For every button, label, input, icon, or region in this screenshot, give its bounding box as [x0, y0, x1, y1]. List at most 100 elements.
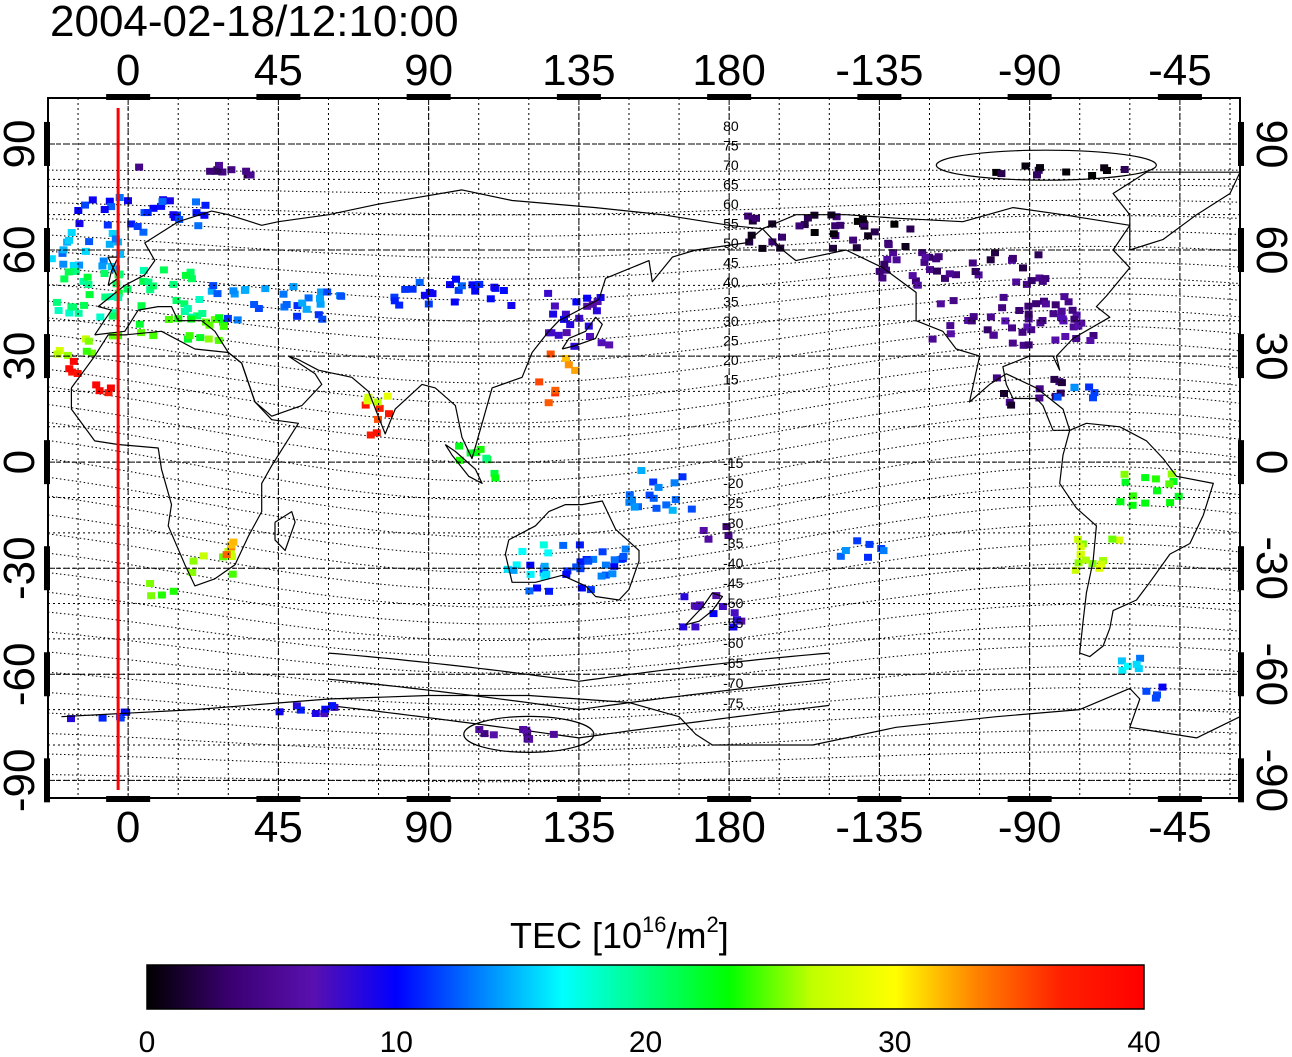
tec-cell	[169, 587, 178, 595]
tec-cell	[489, 731, 498, 739]
tec-cell	[836, 552, 845, 560]
tec-cell	[482, 454, 491, 462]
tec-cell	[122, 708, 131, 716]
map-plot-area: 80 75 70 65 60 55 50 45 40 35 30 25 20 15 -15 -20 -25 -30…	[27, 94, 1244, 803]
tec-cell	[58, 249, 67, 257]
tec-cell	[933, 267, 941, 275]
tec-cell	[1118, 666, 1127, 674]
tec-cell	[1169, 478, 1178, 485]
tec-cell	[562, 354, 571, 362]
tec-cell	[186, 268, 195, 276]
tec-cell	[575, 541, 584, 549]
right-lat-label: 0	[1247, 450, 1292, 474]
bottom-lon-label: -45	[1148, 803, 1212, 852]
tec-cell	[486, 295, 495, 303]
tec-cell	[74, 309, 83, 317]
tec-cell	[454, 286, 463, 294]
tec-cell	[149, 204, 158, 212]
tec-cell	[509, 566, 518, 574]
tec-cell	[180, 300, 189, 308]
tec-cell	[745, 238, 754, 246]
tec-cell	[1166, 499, 1175, 507]
tec-cell	[84, 281, 93, 288]
mlat-label: 40	[723, 274, 739, 290]
tec-cell	[242, 167, 251, 175]
tec-cell	[1018, 328, 1027, 336]
tec-cell	[53, 350, 62, 358]
tec-cell	[946, 322, 955, 330]
tec-cell	[533, 584, 541, 592]
tec-cell	[1134, 665, 1143, 673]
bottom-lon-label: 45	[254, 803, 303, 852]
tec-cell	[261, 285, 270, 293]
tec-cell	[105, 197, 114, 205]
tec-cell	[1120, 470, 1129, 478]
tec-cell	[1076, 550, 1085, 558]
tec-cell	[320, 710, 329, 718]
colorbar-title-exponent: 16	[642, 912, 666, 937]
tec-cell	[566, 321, 575, 329]
tec-cell	[928, 335, 937, 343]
tec-cell	[889, 249, 898, 257]
tec-cell	[143, 209, 152, 216]
tec-cell	[67, 715, 75, 723]
tec-cell	[189, 557, 198, 565]
tec-cell	[395, 301, 404, 309]
tec-cell	[105, 240, 114, 248]
tec-cell	[583, 294, 592, 302]
tec-cell	[589, 555, 598, 563]
tec-cell	[668, 506, 677, 514]
tec-cell	[52, 298, 61, 306]
tec-cell	[560, 315, 568, 323]
mlat-label: 30	[723, 313, 739, 329]
tec-cell	[544, 289, 553, 297]
tec-cell	[420, 291, 429, 299]
tec-cell	[1064, 298, 1073, 306]
tec-cell	[699, 527, 708, 534]
graticule-grid	[48, 98, 1240, 798]
right-lat-label: 30	[1247, 332, 1292, 381]
tec-cell	[1008, 254, 1017, 262]
map-background	[48, 98, 1240, 798]
tec-cell	[229, 287, 238, 295]
tec-cell	[298, 299, 307, 307]
bottom-lon-label: 135	[542, 803, 615, 852]
tec-cell	[853, 217, 862, 225]
tec-cell	[211, 167, 220, 175]
tec-cell	[104, 389, 113, 397]
tec-cell	[275, 708, 284, 716]
tec-cell	[1021, 162, 1030, 170]
tec-cell	[864, 232, 873, 240]
tec-cell	[215, 314, 224, 322]
tec-cell	[27, 712, 35, 719]
coastlines	[61, 171, 1240, 746]
tec-cell	[729, 623, 738, 631]
tec-cell	[1089, 394, 1097, 402]
tec-cell	[712, 592, 721, 600]
mlat-label: 50	[723, 235, 739, 251]
tec-cell	[98, 714, 107, 722]
tec-cell	[878, 274, 887, 282]
tec-cell	[592, 307, 601, 315]
tec-cell	[1007, 401, 1016, 409]
top-lon-label: 180	[692, 46, 765, 95]
tec-cell	[883, 255, 892, 263]
tec-cell	[1034, 251, 1043, 259]
tec-cell	[1165, 480, 1174, 488]
tec-cell	[601, 561, 610, 569]
colorbar-title-unit: /m	[667, 915, 707, 956]
colorbar-tick-label: 40	[1127, 1026, 1160, 1057]
tec-cell	[832, 213, 841, 221]
tec-cell	[1136, 654, 1145, 662]
tec-cell	[625, 498, 634, 506]
tec-cell	[598, 548, 607, 556]
tec-cell	[226, 547, 235, 555]
tec-cell	[722, 523, 731, 531]
tec-cell	[222, 551, 231, 559]
tec-cell	[196, 334, 205, 342]
tec-cell	[1070, 384, 1079, 392]
tec-cell	[169, 280, 178, 288]
mlat-label: 65	[723, 177, 739, 193]
tec-cell	[1141, 499, 1150, 507]
tec-cell	[709, 610, 718, 618]
